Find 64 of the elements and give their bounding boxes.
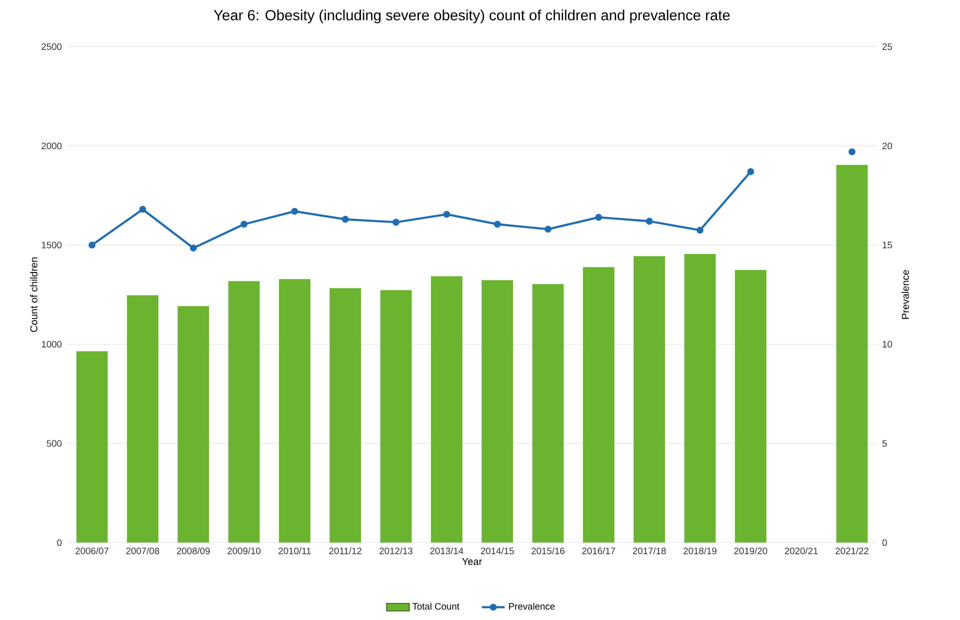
x-tick-label: 2016/17 [582, 547, 616, 554]
x-tick-label: 2007/08 [126, 547, 160, 554]
bar [482, 280, 514, 543]
y2-tick-label: 0 [882, 539, 887, 546]
bar [734, 270, 766, 543]
y-tick-label: 1500 [42, 242, 62, 248]
y-axis-title: Count of children [30, 258, 38, 332]
point [88, 242, 96, 249]
point [291, 208, 298, 215]
bar [634, 256, 666, 543]
y-tick-label: 500 [46, 440, 62, 447]
x-tick-label: 2013/14 [430, 547, 464, 554]
x-tick-label: 2017/18 [632, 547, 666, 554]
point [646, 218, 653, 225]
bar [836, 164, 868, 543]
bar [228, 281, 260, 543]
chart-title: Year 6: Obesity (including severe obesity) count of children and prevalence rate [214, 10, 730, 24]
point [240, 220, 248, 228]
x-tick-label: 2019/20 [734, 547, 768, 554]
point [696, 226, 704, 234]
y-tick-label: 0 [57, 539, 62, 546]
point [139, 206, 146, 213]
y2-tick-label: 15 [882, 242, 892, 248]
y2-tick-label: 20 [882, 142, 892, 150]
y2-tick-label: 5 [882, 440, 887, 447]
x-tick-label: 2006/07 [76, 547, 108, 554]
x-tick-label: 2009/10 [228, 547, 261, 554]
point [595, 214, 602, 221]
point [342, 216, 349, 223]
point [848, 148, 856, 156]
x-axis-title: Year [462, 558, 482, 566]
x-tick-label: 2008/09 [176, 547, 210, 554]
x-tick-label: 2011/12 [329, 547, 362, 554]
y2-tick-label: 25 [882, 43, 892, 50]
y-tick-label: 1000 [42, 340, 62, 348]
y2-axis-title: Prevalence [902, 270, 909, 319]
bar [330, 288, 362, 543]
bar [684, 254, 716, 543]
bar [380, 290, 412, 543]
x-tick-label: 2012/13 [380, 547, 412, 554]
point [392, 218, 400, 226]
bar [582, 267, 614, 543]
point [494, 220, 501, 228]
y2-tick-label: 10 [882, 340, 892, 348]
x-tick-label: 2018/19 [684, 547, 716, 554]
point [544, 226, 552, 233]
legend-label: Prevalence [509, 602, 555, 610]
x-tick-label: 2020/21 [784, 547, 818, 554]
bar [430, 276, 462, 543]
bar [76, 351, 108, 543]
x-tick-label: 2010/11 [278, 547, 311, 554]
x-tick-label: 2021/22 [836, 547, 868, 554]
point [443, 210, 450, 218]
bar [532, 284, 564, 543]
x-tick-label: 2015/16 [532, 547, 564, 554]
legend-label: Total Count [412, 602, 460, 610]
x-tick-label: 2014/15 [480, 547, 514, 554]
bar [178, 306, 210, 543]
point [747, 168, 754, 176]
y-tick-label: 2500 [42, 43, 62, 50]
bar [278, 279, 310, 543]
y-tick-label: 2000 [42, 142, 62, 150]
point [190, 244, 197, 252]
bar [126, 295, 158, 543]
